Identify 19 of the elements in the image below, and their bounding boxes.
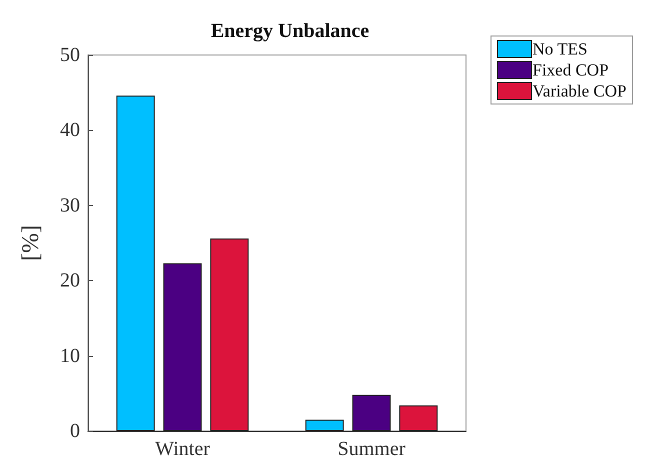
y-tick-label: 50 (60, 44, 80, 66)
y-tick-label: 20 (60, 270, 80, 292)
bar (116, 96, 155, 431)
legend-label: Fixed COP (532, 60, 609, 80)
legend-label: Variable COP (532, 82, 626, 100)
bar (163, 263, 202, 431)
y-tick-label: 40 (60, 119, 80, 142)
bar (210, 238, 249, 431)
y-tick-label: 30 (60, 194, 80, 216)
y-axis-title: [%] (18, 225, 44, 261)
chart-title: Energy Unbalance (210, 20, 370, 42)
y-tick-label: 10 (60, 344, 80, 367)
y-tick-label: 0 (70, 420, 80, 442)
bar (305, 420, 344, 431)
x-tick-label: Winter (155, 438, 210, 460)
bar (399, 405, 438, 431)
x-tick-label: Summer (338, 438, 406, 460)
legend-label: No TES (532, 40, 588, 58)
bar (352, 394, 391, 431)
